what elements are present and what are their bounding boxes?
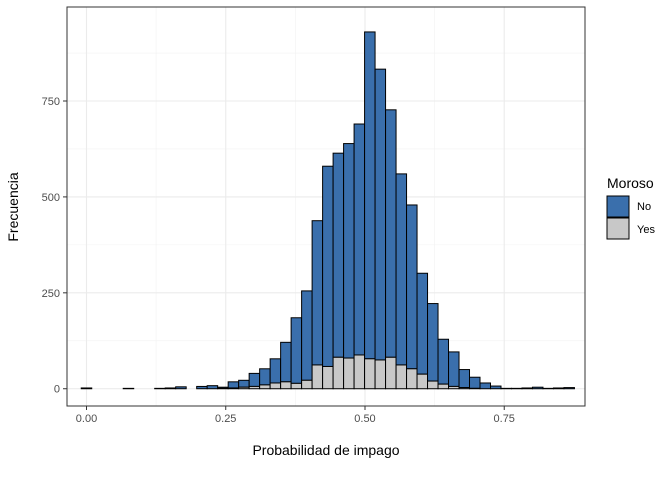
bar-yes [259,384,271,390]
bar-no [552,387,565,390]
bar-no [248,372,261,387]
bar-no [448,351,460,387]
bar-no [416,272,429,375]
bar-yes [406,368,418,390]
bar-yes [311,364,324,390]
x-axis: 0.00 0.25 0.50 0.75 [76,406,515,425]
bar-no [353,123,366,356]
x-tick-label: 0.25 [215,413,236,425]
bar-no [238,379,250,388]
plot-panel-border [66,6,586,407]
bar-yes [322,365,334,390]
histogram-bars [80,31,575,390]
bar-yes [385,356,397,390]
bar-yes [437,383,450,390]
legend-key-no [606,195,630,218]
bar-no [259,368,271,386]
y-tick-label: 250 [42,288,60,300]
bar-no [196,385,208,390]
legend-title: Moroso [607,175,654,191]
legend-label-yes: Yes [637,224,655,236]
x-tick-label: 0.00 [76,413,97,425]
bar-no [206,385,219,390]
x-tick-label: 0.50 [354,413,375,425]
y-axis-title: Frecuencia [5,172,21,241]
bar-no [364,31,376,360]
bar-no [521,387,533,390]
bar-no [280,341,292,383]
bar-yes [416,373,429,390]
legend: Moroso No Yes [606,175,655,240]
bar-no [80,387,93,390]
bar-no [343,143,355,359]
y-axis: 0 250 500 750 [42,96,67,396]
bar-yes [448,385,460,390]
bar-yes [238,386,250,390]
bar-no [301,290,313,381]
bar-no [563,387,575,390]
bar-no [469,376,481,389]
bar-no [227,381,240,389]
bar-no [374,68,387,361]
bar-yes [227,387,240,390]
bar-no [385,109,397,358]
bar-no [395,173,408,366]
bar-no [175,386,187,390]
bar-yes [301,379,313,390]
bar-no [332,152,345,358]
y-tick-label: 0 [54,384,60,396]
bar-yes [458,387,471,390]
bar-yes [353,354,366,390]
legend-key-yes [606,217,630,240]
bar-no [437,338,450,385]
x-axis-title: Probabilidad de impago [252,442,399,458]
bar-no [479,382,492,390]
bar-no [531,386,544,390]
bar-yes [269,382,282,390]
bar-yes [248,385,261,390]
bar-no [269,358,282,384]
x-tick-label: 0.75 [494,413,515,425]
bar-no [458,369,471,389]
bar-yes [374,359,387,390]
bar-yes [280,381,292,390]
bar-yes [332,356,345,390]
bar-yes [343,357,355,390]
bar-no [164,387,177,390]
y-tick-label: 750 [42,96,60,108]
bar-no [490,385,502,390]
bar-no [406,204,418,370]
bar-yes [427,380,439,390]
bar-yes [364,358,376,390]
bar-no [290,317,303,384]
bar-no [322,165,334,367]
legend-label-no: No [637,201,651,213]
bar-no [427,303,439,382]
bar-no [311,220,324,366]
y-tick-label: 500 [42,192,60,204]
bar-yes [290,382,303,390]
bar-yes [395,364,408,390]
